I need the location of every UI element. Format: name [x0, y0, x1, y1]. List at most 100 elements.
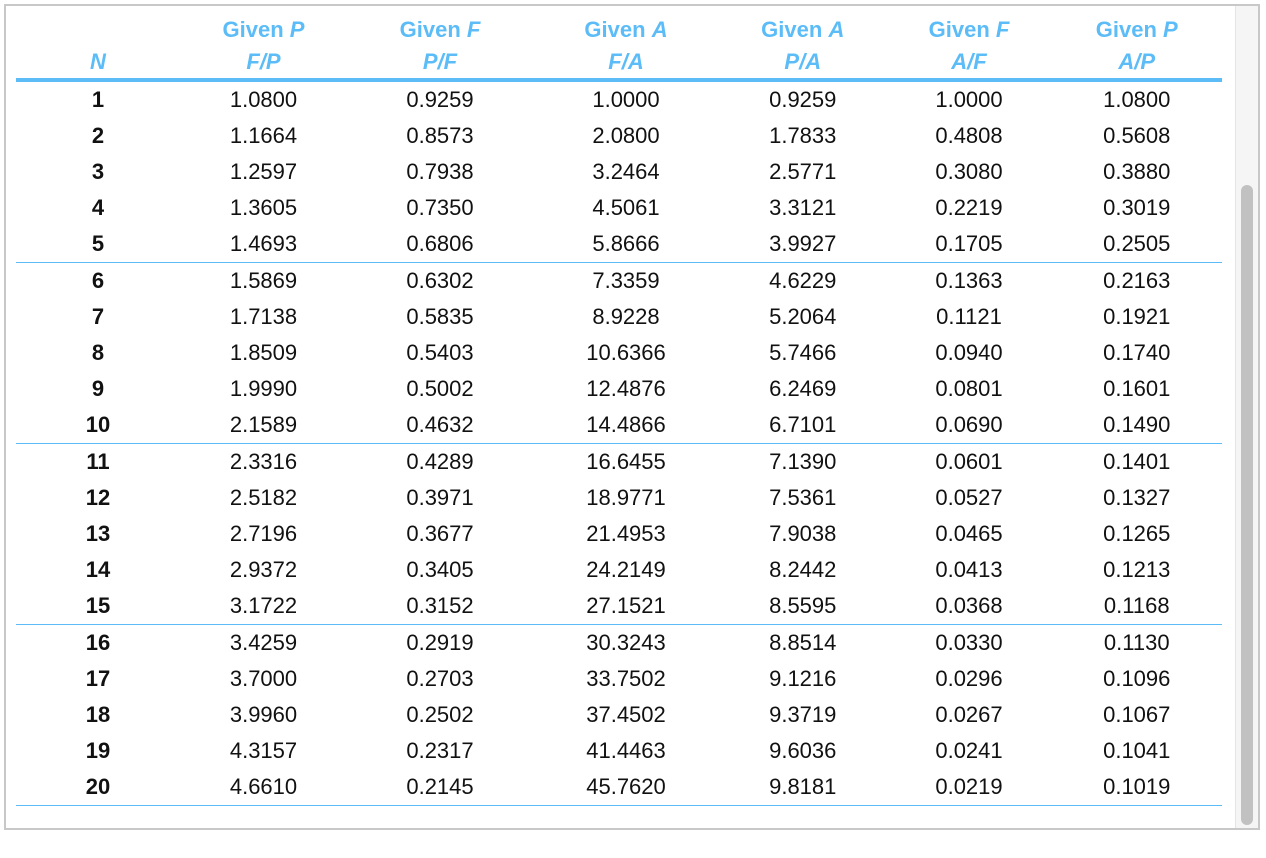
factor-cell: 2.7196 [229, 521, 298, 546]
factor-cell: 0.0219 [886, 769, 1052, 806]
factor-cell: 0.7938 [406, 159, 474, 184]
given-label: Given P [222, 17, 305, 42]
factor-cell: 0.5835 [406, 304, 474, 329]
table-row: 6 1.5869 0.6302 7.3359 4.6229 0.1363 0.2163 [16, 263, 1222, 300]
factor-cell: 0.4289 [406, 449, 474, 474]
factor-cell: 0.1921 [1103, 304, 1171, 329]
factor-cell: 0.0940 [935, 340, 1003, 365]
factor-cell: 16.6455 [586, 449, 666, 474]
factor-cell: 4.3157 [229, 738, 298, 763]
header-row: N To Find F Given P F/P To Find P Given F P/F T… [16, 6, 1223, 80]
factor-cell: 0.1130 [1103, 630, 1170, 655]
factor-cell: 0.5002 [406, 376, 474, 401]
scrollbar-thumb[interactable] [1241, 185, 1253, 825]
factor-symbol: P/F [422, 49, 458, 74]
table-row: 20 4.6610 0.2145 45.7620 9.8181 0.0219 0.1019 [16, 769, 1222, 806]
factor-cell: 0.6302 [406, 268, 474, 293]
factor-cell: 5.7466 [769, 340, 837, 365]
factor-cell: 2.9372 [229, 557, 298, 582]
header-n: N [16, 6, 180, 80]
vertical-scrollbar[interactable] [1235, 6, 1258, 828]
find-label: To Find A [887, 6, 1052, 14]
table-row: 10 2.1589 0.4632 14.4866 6.7101 0.0690 0.1490 [16, 407, 1222, 444]
given-label: Given A [584, 17, 668, 42]
factor-cell: 1.8509 [229, 340, 298, 365]
factor-cell: 0.2145 [347, 769, 533, 806]
factor-cell: 0.7350 [406, 195, 474, 220]
factor-cell: 1.9990 [229, 376, 298, 401]
find-label: To Find P [347, 6, 533, 14]
period-cell: 20 [16, 769, 180, 806]
period-cell: 11 [86, 449, 110, 474]
table-row: 18 3.9960 0.2502 37.4502 9.3719 0.0267 0.1067 [16, 697, 1222, 733]
factor-cell: 3.9960 [229, 702, 298, 727]
period-cell: 4 [91, 195, 105, 220]
factor-cell: 4.5061 [592, 195, 660, 220]
factor-cell: 0.3019 [1103, 195, 1171, 220]
table-row: 9 1.9990 0.5002 12.4876 6.2469 0.0801 0.1601 [16, 371, 1222, 407]
period-cell: 18 [85, 702, 111, 727]
factor-cell: 0.2505 [1051, 226, 1222, 263]
factor-cell: 0.4808 [935, 123, 1003, 148]
factor-cell: 0.1067 [1103, 702, 1171, 727]
interest-factor-table: N To Find F Given P F/P To Find P Given F P/F T… [16, 6, 1223, 806]
factor-cell: 1.4693 [180, 226, 347, 263]
given-label: Given F [399, 17, 481, 42]
factor-cell: 0.2163 [1103, 268, 1171, 293]
period-cell: 16 [85, 630, 111, 655]
period-cell: 12 [85, 485, 111, 510]
factor-cell: 0.3880 [1103, 159, 1171, 184]
table-row: 1 1.0800 0.9259 1.0000 0.9259 1.0000 1.0800 [16, 80, 1222, 118]
factor-cell: 5.8666 [533, 226, 719, 263]
n-label: N [90, 49, 106, 74]
factor-cell: 1.5869 [229, 268, 298, 293]
table-row: 11 2.3316 0.4289 16.6455 7.1390 0.0601 0.1401 [16, 444, 1222, 481]
factor-cell: 1.3605 [229, 195, 298, 220]
factor-cell: 0.1705 [886, 226, 1052, 263]
factor-cell: 1.7138 [229, 304, 298, 329]
factor-cell: 1.0800 [1103, 87, 1171, 112]
factor-cell: 9.3719 [769, 702, 837, 727]
period-cell: 13 [85, 521, 111, 546]
factor-cell: 30.3243 [586, 630, 666, 655]
factor-cell: 2.5771 [769, 159, 837, 184]
factor-symbol: P/A [784, 49, 822, 74]
factor-cell: 0.3405 [406, 557, 474, 582]
factor-cell: 5.2064 [769, 304, 837, 329]
factor-cell: 0.1121 [936, 304, 1002, 329]
factor-cell: 9.8181 [719, 769, 887, 806]
given-label: Given F [928, 17, 1010, 42]
find-label: To Find F [180, 6, 347, 14]
factor-cell: 9.1216 [769, 666, 837, 691]
factor-cell: 4.6229 [769, 268, 837, 293]
factor-cell: 0.0690 [886, 407, 1052, 444]
find-label: To Find A [1052, 6, 1223, 14]
period-cell: 19 [85, 738, 111, 763]
factor-cell: 0.3971 [406, 485, 474, 510]
table-row: 17 3.7000 0.2703 33.7502 9.1216 0.0296 0.1096 [16, 661, 1222, 697]
table-row: 3 1.2597 0.7938 3.2464 2.5771 0.3080 0.3880 [16, 154, 1222, 190]
factor-cell: 8.5595 [719, 588, 887, 625]
factor-cell: 3.3121 [769, 195, 837, 220]
factor-cell: 2.3316 [229, 449, 298, 474]
header-col-a-f: To Find A Given F A/F [887, 6, 1052, 80]
header-col-f-a: To Find F Given A F/A [533, 6, 719, 80]
period-cell: 10 [16, 407, 180, 444]
factor-cell: 0.1363 [935, 268, 1003, 293]
factor-cell: 0.0267 [935, 702, 1003, 727]
factor-cell: 7.3359 [592, 268, 660, 293]
factor-symbol: F/A [608, 49, 644, 74]
factor-cell: 0.0527 [935, 485, 1003, 510]
factor-cell: 0.1213 [1103, 557, 1171, 582]
factor-cell: 4.6610 [180, 769, 347, 806]
factor-cell: 0.1265 [1103, 521, 1171, 546]
factor-symbol: A/P [1118, 49, 1156, 74]
period-cell: 5 [16, 226, 180, 263]
factor-cell: 14.4866 [533, 407, 719, 444]
factor-cell: 0.2219 [935, 195, 1003, 220]
factor-symbol: F/P [246, 49, 281, 74]
factor-cell: 0.0330 [935, 630, 1003, 655]
factor-cell: 0.6806 [347, 226, 533, 263]
find-label: To Find F [533, 6, 719, 14]
factor-cell: 0.1601 [1103, 376, 1171, 401]
